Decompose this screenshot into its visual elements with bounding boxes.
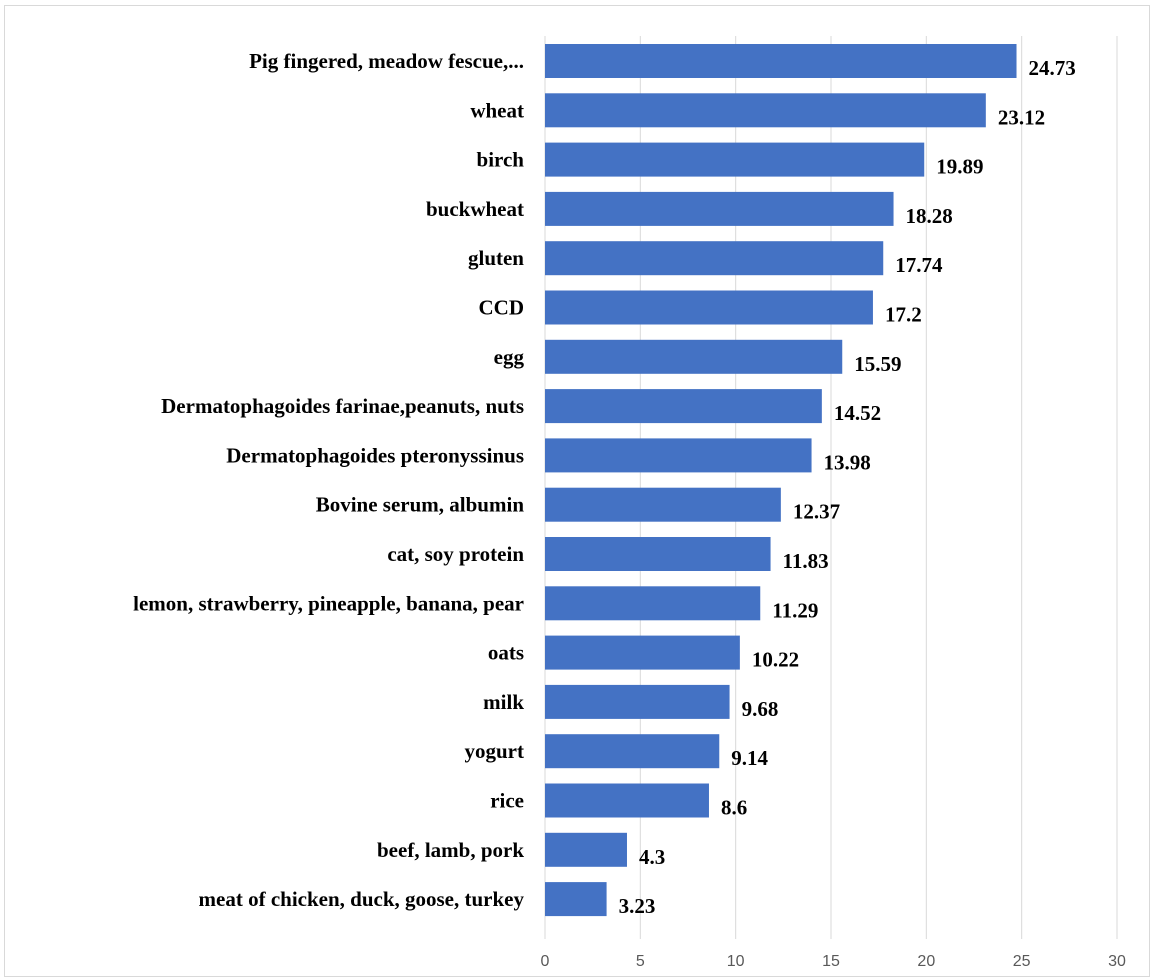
category-label: beef, lamb, pork <box>377 838 524 862</box>
bar <box>545 93 986 127</box>
data-label: 10.22 <box>752 648 799 672</box>
bar <box>545 784 709 818</box>
category-label: Pig fingered, meadow fescue,... <box>249 49 524 73</box>
bar <box>545 438 812 472</box>
category-label: cat, soy protein <box>387 542 524 566</box>
bar <box>545 291 873 325</box>
category-labels: Pig fingered, meadow fescue,... wheat birc… <box>133 49 524 911</box>
category-label: birch <box>477 148 525 172</box>
data-label: 17.2 <box>885 303 922 327</box>
x-tick-label: 20 <box>917 953 935 970</box>
data-label: 11.83 <box>783 549 829 573</box>
data-label: 18.28 <box>906 204 953 228</box>
x-axis-ticks: 0 5 10 15 20 25 30 <box>541 953 1126 970</box>
bar <box>545 833 627 867</box>
bar <box>545 44 1017 78</box>
data-label: 24.73 <box>1029 56 1076 80</box>
bar <box>545 241 883 275</box>
data-label: 11.29 <box>772 598 818 622</box>
category-label: rice <box>490 789 524 813</box>
bar <box>545 192 894 226</box>
data-label: 3.23 <box>619 894 656 918</box>
category-label: buckwheat <box>426 197 524 221</box>
category-label: Dermatophagoides pteronyssinus <box>226 443 524 467</box>
data-label: 12.37 <box>793 500 840 524</box>
x-tick-label: 15 <box>822 953 840 970</box>
chart-frame: Pig fingered, meadow fescue,... wheat birc… <box>4 5 1150 977</box>
category-label: wheat <box>470 98 524 122</box>
bar <box>545 143 924 177</box>
x-tick-label: 0 <box>541 953 550 970</box>
data-label: 15.59 <box>854 352 901 376</box>
data-label: 9.68 <box>742 697 779 721</box>
data-label: 19.89 <box>936 155 983 179</box>
bar <box>545 734 719 768</box>
category-label: Dermatophagoides farinae,peanuts, nuts <box>161 394 524 418</box>
bar <box>545 488 781 522</box>
category-label: egg <box>494 345 525 369</box>
bar <box>545 636 740 670</box>
category-label: CCD <box>479 296 525 320</box>
category-label: gluten <box>468 246 524 270</box>
bar-chart: Pig fingered, meadow fescue,... wheat birc… <box>5 6 1151 978</box>
bar <box>545 882 607 916</box>
category-label: meat of chicken, duck, goose, turkey <box>199 887 525 911</box>
data-label: 13.98 <box>824 450 871 474</box>
category-label: lemon, strawberry, pineapple, banana, pe… <box>133 591 524 615</box>
category-label: Bovine serum, albumin <box>316 493 525 517</box>
bar <box>545 685 730 719</box>
bar <box>545 586 760 620</box>
category-label: oats <box>488 641 524 665</box>
x-tick-label: 30 <box>1108 953 1126 970</box>
data-label: 9.14 <box>731 746 768 770</box>
category-label: yogurt <box>465 739 525 763</box>
bar <box>545 389 822 423</box>
category-label: milk <box>483 690 524 714</box>
data-label: 14.52 <box>834 401 881 425</box>
bar <box>545 340 842 374</box>
bar <box>545 537 771 571</box>
x-tick-label: 10 <box>727 953 745 970</box>
data-label: 4.3 <box>639 845 665 869</box>
data-label: 23.12 <box>998 105 1045 129</box>
x-tick-label: 25 <box>1013 953 1031 970</box>
data-label: 8.6 <box>721 796 747 820</box>
x-tick-label: 5 <box>636 953 645 970</box>
data-label: 17.74 <box>895 253 943 277</box>
